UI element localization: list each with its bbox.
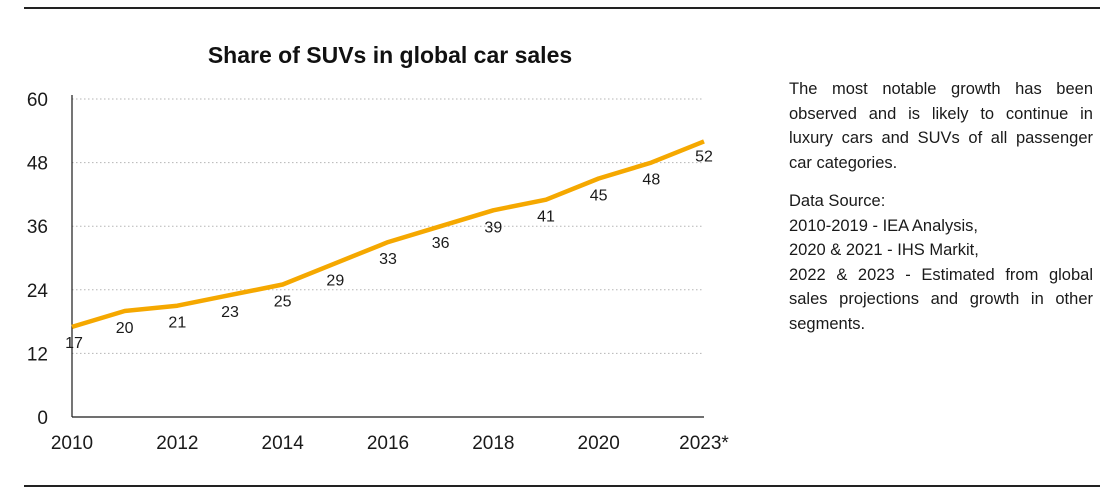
y-tick-label: 24	[27, 281, 49, 302]
data-label: 48	[642, 172, 660, 189]
side-panel: The most notable growth has been observe…	[789, 77, 1093, 336]
x-tick-label: 2023*	[679, 433, 729, 454]
top-rule	[24, 7, 1100, 9]
chart-title: Share of SUVs in global car sales	[207, 42, 573, 68]
bottom-rule	[24, 485, 1100, 487]
data-source-line-3: 2022 & 2023 - Estimated from global sale…	[789, 265, 1093, 333]
x-tick-label: 2016	[367, 433, 409, 454]
line-chart: 0 12 24 36 48 60 2010 2012 2014 2016 2018 2020 2023*…	[27, 90, 730, 454]
side-note: The most notable growth has been observe…	[789, 80, 1093, 172]
data-label: 29	[326, 272, 344, 289]
data-label: 25	[274, 294, 292, 311]
data-label: 20	[116, 320, 134, 337]
data-label: 23	[221, 304, 239, 321]
x-tick-label: 2018	[472, 433, 514, 454]
x-tick-label: 2012	[156, 433, 198, 454]
data-label: 36	[432, 235, 450, 252]
x-tick-label: 2014	[262, 433, 305, 454]
x-tick-label: 2020	[578, 433, 620, 454]
series-line	[71, 139, 705, 330]
data-label: 52	[695, 148, 713, 165]
y-tick-label: 48	[27, 154, 48, 175]
data-label: 39	[484, 219, 502, 236]
data-source-title: Data Source:	[789, 192, 886, 210]
y-tick-label: 60	[27, 90, 48, 111]
data-label: 41	[537, 209, 555, 226]
y-tick-label: 12	[27, 344, 48, 365]
data-source-line-2: 2020 & 2021 - IHS Markit,	[789, 241, 979, 259]
data-source-line-1: 2010-2019 - IEA Analysis,	[789, 216, 978, 235]
y-tick-label: 36	[27, 217, 48, 238]
x-tick-label: 2010	[51, 433, 93, 454]
data-label: 21	[168, 315, 186, 332]
data-label: 45	[590, 188, 608, 205]
y-tick-label: 0	[37, 408, 48, 429]
data-label: 17	[65, 335, 83, 352]
data-label: 33	[379, 251, 397, 268]
